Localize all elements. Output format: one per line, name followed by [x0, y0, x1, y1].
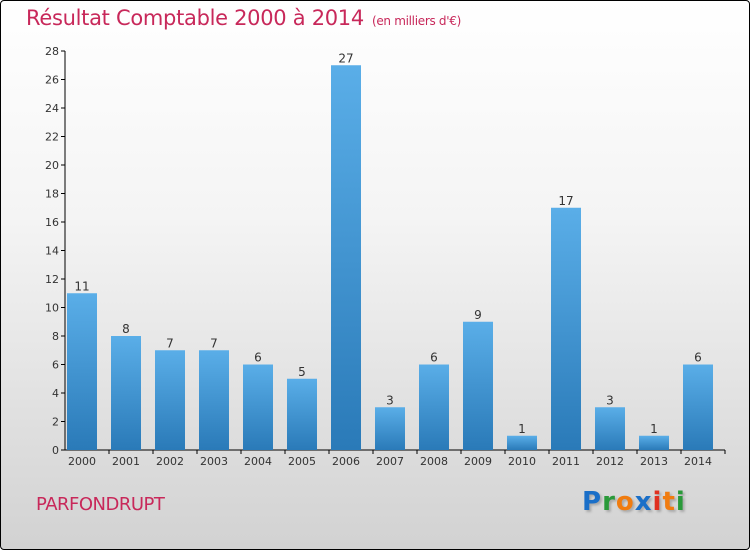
x-tick-label: 2002 — [156, 455, 184, 468]
y-tick-label: 14 — [45, 245, 59, 258]
y-tick-label: 8 — [52, 330, 59, 343]
y-tick-label: 4 — [52, 387, 59, 400]
data-label: 6 — [254, 351, 262, 365]
bar — [287, 378, 317, 450]
data-label: 27 — [338, 51, 353, 65]
bar — [331, 65, 361, 450]
x-tick-label: 2000 — [68, 455, 96, 468]
data-label: 6 — [694, 351, 702, 365]
y-tick-label: 20 — [45, 159, 59, 172]
x-tick-label: 2014 — [684, 455, 712, 468]
x-tick-label: 2005 — [288, 455, 316, 468]
bar — [507, 435, 537, 450]
data-label: 7 — [210, 336, 218, 350]
y-tick-label: 18 — [45, 188, 59, 201]
y-tick-label: 6 — [52, 359, 59, 372]
bar — [551, 207, 581, 450]
x-tick-label: 2009 — [464, 455, 492, 468]
bar — [67, 293, 97, 450]
x-tick-label: 2001 — [112, 455, 140, 468]
y-tick-label: 2 — [52, 416, 59, 429]
x-tick-label: 2013 — [640, 455, 668, 468]
data-label: 6 — [430, 351, 438, 365]
bar — [595, 407, 625, 450]
y-tick-label: 26 — [45, 74, 59, 87]
data-label: 3 — [386, 393, 394, 407]
bar — [463, 321, 493, 450]
bar — [419, 364, 449, 450]
x-tick-label: 2010 — [508, 455, 536, 468]
data-label: 5 — [298, 365, 306, 379]
x-tick-label: 2007 — [376, 455, 404, 468]
x-tick-label: 2003 — [200, 455, 228, 468]
y-tick-label: 0 — [52, 444, 59, 457]
x-tick-label: 2004 — [244, 455, 272, 468]
bar — [243, 364, 273, 450]
data-label: 1 — [518, 422, 526, 436]
data-label: 3 — [606, 393, 614, 407]
city-name: PARFONDRUPT — [36, 494, 165, 515]
y-tick-label: 24 — [45, 102, 59, 115]
x-tick-label: 2012 — [596, 455, 624, 468]
y-tick-label: 10 — [45, 302, 59, 315]
y-tick-label: 16 — [45, 216, 59, 229]
bar — [683, 364, 713, 450]
x-tick-label: 2011 — [552, 455, 580, 468]
bar — [199, 350, 229, 450]
data-label: 1 — [650, 422, 658, 436]
bar — [375, 407, 405, 450]
y-tick-label: 22 — [45, 131, 59, 144]
y-tick-label: 28 — [45, 45, 59, 58]
y-tick-label: 12 — [45, 273, 59, 286]
proxiti-logo[interactable]: Proxiti — [582, 487, 686, 517]
x-tick-label: 2006 — [332, 455, 360, 468]
data-label: 8 — [122, 322, 130, 336]
bar — [639, 435, 669, 450]
data-label: 11 — [74, 279, 89, 293]
bar — [111, 336, 141, 450]
chart-subtitle: (en milliers d'€) — [371, 14, 461, 28]
data-label: 9 — [474, 308, 482, 322]
data-label: 17 — [558, 194, 573, 208]
title-text: Résultat Comptable 2000 à 2014 — [26, 6, 364, 30]
data-label: 7 — [166, 336, 174, 350]
x-tick-label: 2008 — [420, 455, 448, 468]
chart-title: Résultat Comptable 2000 à 2014 (en millie… — [26, 6, 461, 30]
bar — [155, 350, 185, 450]
